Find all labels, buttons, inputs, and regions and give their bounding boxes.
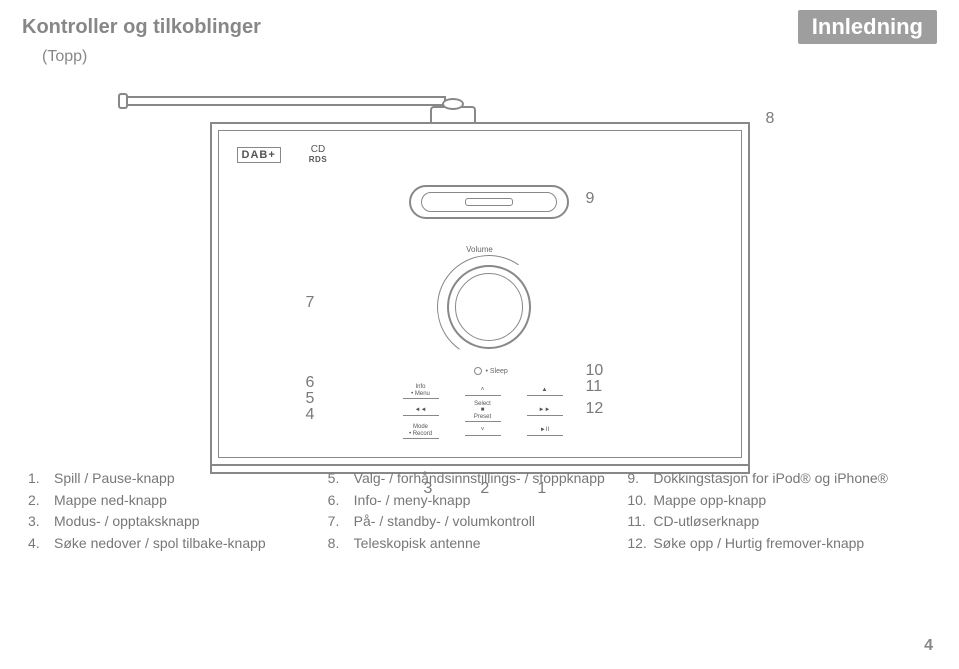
up-cell: ˄ <box>461 387 505 397</box>
legend-text: Spill / Pause-knapp <box>54 468 310 490</box>
down-cell: ˅ <box>461 427 505 437</box>
folder-up-icon: ▲ <box>542 387 548 393</box>
up-icon: ˄ <box>481 387 485 393</box>
power-icon <box>474 367 482 375</box>
page-subtitle: (Topp) <box>0 44 959 66</box>
legend-num: 11. <box>627 511 653 533</box>
antenna-joint <box>442 98 464 110</box>
ctrl-row-2: ◄◄ Select ■ Preset ►► <box>399 403 579 421</box>
intro-badge: Innledning <box>798 10 937 44</box>
info-label: Info <box>415 384 425 390</box>
callout-12: 12 <box>586 400 604 418</box>
cd-rds-logo: CD RDS <box>309 145 327 165</box>
ctrl-row-1: Info • Menu ˄ ▲ <box>399 383 579 401</box>
legend-col-3: 9.Dokkingstasjon for iPod® og iPhone®10.… <box>627 468 927 555</box>
legend-col-1: 1.Spill / Pause-knapp2.Mappe ned-knapp3.… <box>28 468 328 555</box>
legend-text: På- / standby- / volumkontroll <box>354 511 610 533</box>
legend-num: 10. <box>627 490 653 512</box>
rewind-cell: ◄◄ <box>399 407 443 417</box>
legend-item: 3.Modus- / opptaksknapp <box>28 511 310 533</box>
page-title: Kontroller og tilkoblinger <box>22 16 261 39</box>
stop-icon: ■ <box>481 407 485 413</box>
callout-7: 7 <box>306 294 315 312</box>
rewind-icon: ◄◄ <box>415 407 427 413</box>
cd-label: CD <box>311 144 325 155</box>
legend-item: 2.Mappe ned-knapp <box>28 490 310 512</box>
legend-text: Mappe ned-knapp <box>54 490 310 512</box>
power-sleep-row: • Sleep <box>474 367 508 375</box>
legend-item: 10.Mappe opp-knapp <box>627 490 909 512</box>
legend-item: 7.På- / standby- / volumkontroll <box>328 511 610 533</box>
legend-num: 6. <box>328 490 354 512</box>
legend-text: Søke opp / Hurtig fremover-knapp <box>653 533 909 555</box>
legend-num: 1. <box>28 468 54 490</box>
info-menu-cell: Info • Menu <box>399 384 443 400</box>
menu-label: • Menu <box>411 391 430 397</box>
legend-item: 11.CD-utløserknapp <box>627 511 909 533</box>
legend-text: Modus- / opptaksknapp <box>54 511 310 533</box>
legend-text: CD-utløserknapp <box>653 511 909 533</box>
mode-record-cell: Mode • Record <box>399 424 443 440</box>
preset-label: Preset <box>474 414 491 420</box>
legend-item: 6.Info- / meny-knapp <box>328 490 610 512</box>
folder-up-cell: ▲ <box>523 387 567 397</box>
legend-item: 1.Spill / Pause-knapp <box>28 468 310 490</box>
callout-8: 8 <box>766 110 775 128</box>
legend-text: Dokkingstasjon for iPod® og iPhone® <box>653 468 909 490</box>
legend-text: Teleskopisk antenne <box>354 533 610 555</box>
legend-text: Info- / meny-knapp <box>354 490 610 512</box>
legend-num: 8. <box>328 533 354 555</box>
mode-label: Mode <box>413 424 428 430</box>
dock-connector <box>465 198 513 206</box>
legend-num: 5. <box>328 468 354 490</box>
legend-item: 12.Søke opp / Hurtig fremover-knapp <box>627 533 909 555</box>
volume-label: Volume <box>219 245 741 254</box>
legend-text: Valg- / forhåndsinnstillings- / stoppkna… <box>354 468 610 490</box>
select-label: Select <box>474 401 491 407</box>
legend-item: 9.Dokkingstasjon for iPod® og iPhone® <box>627 468 909 490</box>
ffwd-cell: ►► <box>523 407 567 417</box>
play-pause-icon: ►II <box>540 427 549 433</box>
legend-item: 4.Søke nedover / spol tilbake-knapp <box>28 533 310 555</box>
rds-label: RDS <box>309 155 327 164</box>
legend-col-2: 5.Valg- / forhåndsinnstillings- / stoppk… <box>328 468 628 555</box>
legend-item: 5.Valg- / forhåndsinnstillings- / stoppk… <box>328 468 610 490</box>
page-header: Kontroller og tilkoblinger Innledning <box>0 0 959 44</box>
control-grid: Info • Menu ˄ ▲ ◄◄ <box>399 383 579 443</box>
legend-text: Mappe opp-knapp <box>653 490 909 512</box>
ffwd-icon: ►► <box>539 407 551 413</box>
legend-item: 8.Teleskopisk antenne <box>328 533 610 555</box>
callout-9: 9 <box>586 190 595 208</box>
down-icon: ˅ <box>481 427 485 433</box>
sleep-label: • Sleep <box>486 368 508 375</box>
select-preset-cell: Select ■ Preset <box>461 401 505 424</box>
page-number: 4 <box>924 637 933 655</box>
dab-logo: DAB+ <box>237 147 281 163</box>
device-inner-frame: DAB+ CD RDS Volume • Sleep Info <box>218 130 742 458</box>
legend-num: 2. <box>28 490 54 512</box>
logo-row: DAB+ CD RDS <box>237 145 328 165</box>
legend: 1.Spill / Pause-knapp2.Mappe ned-knapp3.… <box>28 468 927 555</box>
callout-11: 11 <box>586 378 603 396</box>
device-body: DAB+ CD RDS Volume • Sleep Info <box>210 122 750 466</box>
legend-num: 9. <box>627 468 653 490</box>
volume-knob <box>447 265 531 349</box>
legend-num: 4. <box>28 533 54 555</box>
ctrl-row-3: Mode • Record ˅ ►II <box>399 423 579 441</box>
legend-num: 7. <box>328 511 354 533</box>
legend-num: 12. <box>627 533 653 555</box>
antenna-rod <box>124 96 446 106</box>
legend-num: 3. <box>28 511 54 533</box>
antenna-tip <box>118 93 128 109</box>
record-label: • Record <box>409 431 432 437</box>
play-pause-cell: ►II <box>523 427 567 437</box>
legend-text: Søke nedover / spol tilbake-knapp <box>54 533 310 555</box>
callout-4: 4 <box>306 406 315 424</box>
